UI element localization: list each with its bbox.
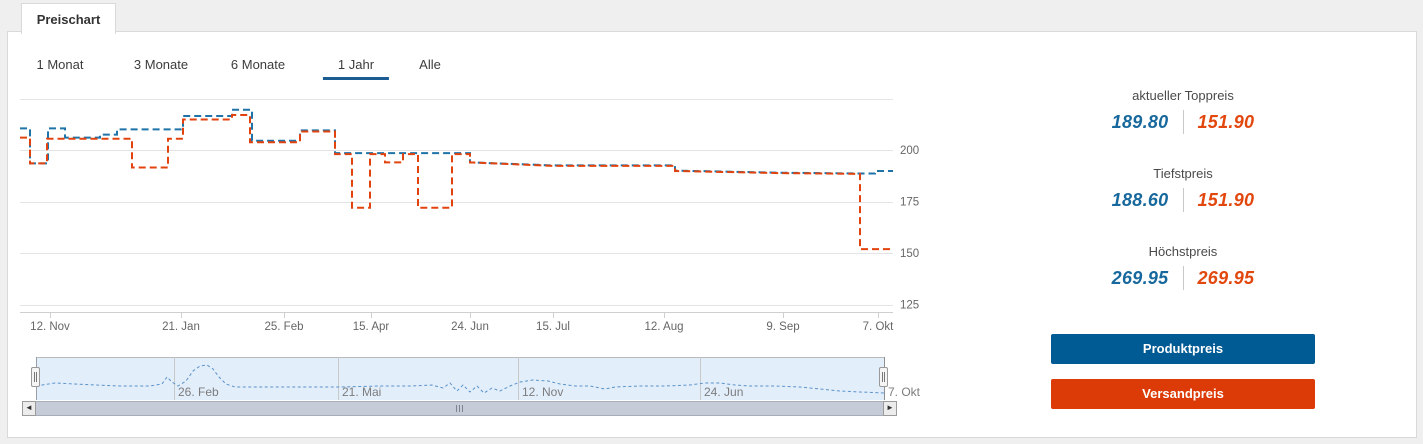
tab-label: Preischart xyxy=(36,11,101,27)
stat-group-tiefstpreis: Tiefstpreis 188.60 151.90 xyxy=(1050,166,1316,222)
stat-shipping-value: 151.90 xyxy=(1197,111,1255,132)
versandpreis-button[interactable]: Versandpreis xyxy=(1051,379,1315,409)
scrollbar-track[interactable] xyxy=(36,401,883,416)
produktpreis-button[interactable]: Produktpreis xyxy=(1051,334,1315,364)
stat-shipping-value: 151.90 xyxy=(1197,189,1255,210)
stat-divider xyxy=(1182,110,1184,134)
range-option-3-monate[interactable]: 3 Monate xyxy=(133,57,189,72)
range-option-1-monat[interactable]: 1 Monat xyxy=(36,57,84,72)
scrollbar-left-arrow[interactable]: ◄ xyxy=(22,401,36,416)
stat-divider xyxy=(1182,266,1184,290)
scrollbar-right-arrow[interactable]: ► xyxy=(883,401,897,416)
stat-product-value: 188.60 xyxy=(1111,189,1169,210)
navigator-selected-range[interactable] xyxy=(36,357,884,400)
stat-label: aktueller Toppreis xyxy=(1132,88,1234,103)
tab-preischart[interactable]: Preischart xyxy=(21,3,116,34)
range-option-1-jahr[interactable]: 1 Jahr xyxy=(322,57,390,80)
stat-shipping-value: 269.95 xyxy=(1197,267,1255,288)
stat-group-toppreis: aktueller Toppreis 189.80 151.90 xyxy=(1050,88,1316,144)
price-stats-panel: aktueller Toppreis 189.80 151.90 Tiefstp… xyxy=(1050,88,1316,322)
range-option-alle[interactable]: Alle xyxy=(419,57,441,72)
navigator-right-handle[interactable] xyxy=(879,367,888,387)
stat-divider xyxy=(1182,188,1184,212)
stat-product-value: 189.80 xyxy=(1111,111,1169,132)
stat-label: Höchstpreis xyxy=(1148,244,1218,259)
stat-product-value: 269.95 xyxy=(1111,267,1169,288)
stat-group-hoechstpreis: Höchstpreis 269.95 269.95 xyxy=(1050,244,1316,300)
navigator-left-handle[interactable] xyxy=(31,367,40,387)
range-option-6-monate[interactable]: 6 Monate xyxy=(230,57,286,72)
stat-label: Tiefstpreis xyxy=(1153,166,1213,181)
